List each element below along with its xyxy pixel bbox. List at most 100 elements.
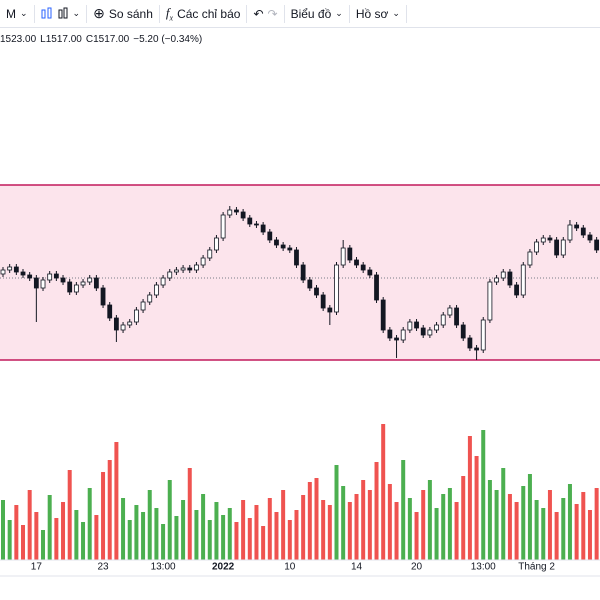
time-label: 23: [97, 562, 109, 573]
candle-body: [220, 214, 226, 239]
candle-body: [480, 319, 486, 351]
candle-body: [194, 264, 199, 271]
candle-body: [360, 264, 366, 271]
candle-body: [407, 321, 413, 331]
candle-body: [67, 281, 73, 293]
volume-bar: [447, 488, 452, 560]
indicators-label: Các chỉ báo: [177, 6, 241, 21]
candle-body: [487, 281, 493, 321]
profile-button[interactable]: Hồ sơ ⌄: [350, 0, 406, 28]
volume-bar: [334, 465, 339, 560]
volume-bar: [287, 520, 292, 560]
candle-body: [73, 284, 79, 293]
candle-body: [234, 209, 239, 213]
separator: [33, 4, 35, 23]
candle-body: [200, 257, 206, 266]
volume-bar: [534, 500, 539, 560]
candle-body: [260, 224, 266, 233]
candle-body: [400, 329, 406, 341]
volume-bar: [174, 516, 179, 560]
candle-body: [13, 266, 19, 273]
volume-bar: [494, 490, 499, 560]
volume-bar: [501, 468, 506, 560]
time-label: 13:00: [471, 562, 496, 573]
time-label: 2022: [212, 562, 235, 573]
toolbar: M ⌄ ⌄ ⊕ So sánh fx Các chỉ báo ↶ ↷ Biểu đồ ⌄ …: [0, 0, 600, 28]
candle-body: [247, 217, 253, 225]
candle-body: [287, 247, 293, 251]
profile-label: Hồ sơ: [355, 6, 389, 21]
volume-bar: [581, 492, 586, 560]
candle-body: [7, 266, 13, 271]
volume-bar: [281, 490, 286, 560]
volume-bar: [321, 500, 326, 560]
volume-bar: [194, 510, 199, 560]
candle-body: [587, 234, 593, 241]
candle-body: [427, 329, 433, 336]
candle-body: [434, 324, 439, 331]
volume-bar: [67, 470, 72, 560]
volume-bar: [347, 502, 352, 560]
volume-bar: [467, 436, 472, 560]
candle-body: [40, 279, 46, 289]
candle-body: [267, 231, 273, 241]
candle-body: [387, 329, 393, 339]
interval-button[interactable]: M ⌄: [0, 0, 34, 28]
candle-body: [174, 269, 179, 273]
candle-body: [180, 267, 186, 271]
caret: ⌄: [392, 8, 400, 18]
volume-bar: [54, 518, 59, 560]
chart-button[interactable]: Biểu đồ ⌄: [285, 0, 349, 28]
candle-body: [467, 337, 473, 349]
candle-body: [147, 294, 153, 303]
candle-body: [340, 247, 346, 266]
volume-bar: [181, 500, 186, 560]
volume-bar: [554, 512, 559, 560]
candle-body: [320, 294, 326, 309]
candle-body: [214, 237, 219, 251]
volume-bar: [214, 502, 219, 560]
volume-bar: [134, 505, 139, 560]
compare-button[interactable]: ⊕ So sánh: [87, 0, 159, 28]
bar-icon: [58, 7, 68, 18]
volume-bar: [201, 494, 206, 560]
volume-bar: [314, 478, 319, 560]
volume-bar: [541, 508, 546, 560]
volume-bar: [407, 498, 412, 560]
volume-bar: [521, 486, 526, 560]
separator: [246, 4, 248, 23]
volume-bar: [114, 442, 119, 560]
interval: M: [6, 6, 16, 21]
volume-bar: [81, 522, 86, 560]
volume-bar: [434, 508, 439, 560]
candle-body: [474, 347, 479, 351]
candle-body: [547, 237, 553, 241]
volume-bar: [141, 512, 146, 560]
indicators-button[interactable]: fx Các chỉ báo: [160, 0, 247, 28]
candle-body: [167, 271, 173, 279]
volume-bar: [547, 490, 552, 560]
chart-style-button[interactable]: ⌄: [35, 0, 87, 28]
compare-label: So sánh: [108, 6, 153, 21]
volume-bar: [594, 488, 599, 560]
undo-redo[interactable]: ↶ ↷: [247, 0, 283, 28]
volume-bar: [21, 525, 26, 560]
candle-body: [420, 327, 426, 336]
candle-body: [514, 284, 519, 296]
separator: [158, 4, 160, 23]
undo-icon[interactable]: ↶: [253, 6, 264, 21]
candle-body: [507, 271, 513, 286]
volume-bar: [354, 494, 359, 560]
candle-body: [280, 244, 286, 249]
volume-bar: [14, 505, 19, 560]
candle-body: [127, 321, 133, 326]
volume-bar: [421, 490, 426, 560]
candle-body: [540, 237, 546, 243]
candle-body: [207, 249, 213, 259]
volume-bar: [454, 502, 459, 560]
separator: [405, 4, 407, 23]
candle-body: [80, 281, 86, 286]
volume-bar: [487, 480, 492, 560]
candle-body: [534, 241, 539, 253]
